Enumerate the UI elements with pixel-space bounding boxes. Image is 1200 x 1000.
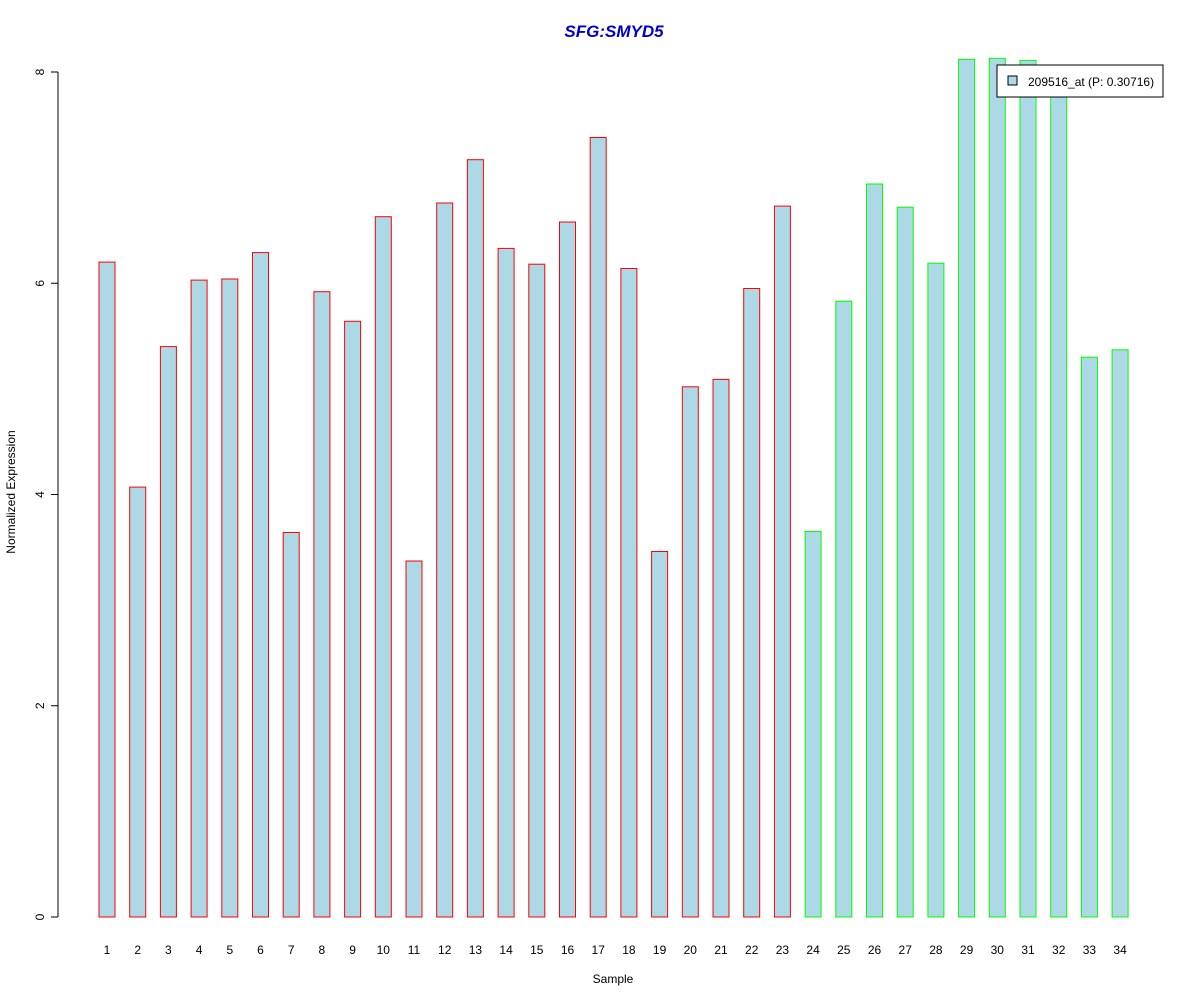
bar-sample-29 <box>958 58 976 918</box>
bar-sample-2 <box>129 486 147 918</box>
bar-sample-5 <box>221 278 239 918</box>
x-tick-label: 25 <box>837 943 851 957</box>
bar-sample-1 <box>98 261 116 918</box>
y-axis-label: Normalized Expression <box>4 430 18 553</box>
x-tick-label: 2 <box>134 943 141 957</box>
bar-sample-25 <box>835 300 853 918</box>
x-tick-label: 9 <box>349 943 356 957</box>
y-axis: 0 2 4 6 8 <box>33 68 59 920</box>
bar-sample-9 <box>344 320 362 918</box>
x-tick-label: 6 <box>257 943 264 957</box>
x-tick-label: 26 <box>868 943 882 957</box>
x-tick-label: 24 <box>806 943 820 957</box>
bar-sample-31 <box>1019 59 1037 918</box>
bar-sample-15 <box>528 263 546 918</box>
x-tick-label: 19 <box>653 943 667 957</box>
x-tick-label: 34 <box>1113 943 1127 957</box>
y-tick-label: 8 <box>33 68 47 75</box>
bar-sample-16 <box>559 221 576 918</box>
x-tick-label: 22 <box>745 943 759 957</box>
legend-box <box>996 64 1164 98</box>
x-tick-label: 8 <box>319 943 326 957</box>
bar-sample-13 <box>466 159 484 918</box>
x-tick-label: 32 <box>1052 943 1066 957</box>
x-tick-label: 21 <box>714 943 728 957</box>
bar-sample-24 <box>804 531 822 918</box>
x-tick-label: 23 <box>776 943 790 957</box>
bar-sample-23 <box>773 205 791 918</box>
bar-sample-27 <box>896 206 914 918</box>
y-tick-label: 6 <box>33 280 47 287</box>
bar-sample-33 <box>1080 356 1098 918</box>
x-tick-label: 1 <box>104 943 111 957</box>
bar-sample-14 <box>497 247 515 918</box>
x-axis-label: Sample <box>593 972 634 986</box>
bar-sample-19 <box>651 551 669 918</box>
x-tick-label: 10 <box>377 943 391 957</box>
bar-sample-8 <box>313 291 331 918</box>
bar-sample-11 <box>405 560 423 918</box>
y-tick-label: 4 <box>33 491 47 498</box>
x-tick-labels: 1 2 3 4 5 6 7 8 9 10 11 12 13 14 15 16 17 18 19 20 21 22 23 24 2… <box>104 943 1127 957</box>
x-tick-label: 20 <box>684 943 698 957</box>
x-tick-label: 17 <box>592 943 606 957</box>
bar-sample-20 <box>681 386 699 918</box>
bar-sample-12 <box>436 202 454 918</box>
x-tick-label: 33 <box>1083 943 1097 957</box>
x-tick-label: 13 <box>469 943 483 957</box>
bar-sample-26 <box>866 183 883 918</box>
x-tick-label: 4 <box>196 943 203 957</box>
legend-label: 209516_at (P: 0.30716) <box>1028 75 1154 89</box>
bar-sample-17 <box>589 137 607 918</box>
bar-sample-4 <box>190 279 208 918</box>
legend-swatch <box>1007 75 1018 86</box>
bar-sample-21 <box>712 378 730 918</box>
y-tick-label: 0 <box>33 913 47 920</box>
bar-sample-10 <box>374 216 392 918</box>
x-tick-label: 14 <box>499 943 513 957</box>
bar-sample-22 <box>743 288 761 918</box>
bar-sample-3 <box>159 346 177 918</box>
x-tick-label: 7 <box>288 943 295 957</box>
x-tick-label: 15 <box>530 943 544 957</box>
bar-sample-34 <box>1111 349 1129 918</box>
x-tick-label: 18 <box>622 943 636 957</box>
bar-sample-18 <box>620 268 638 918</box>
bar-sample-6 <box>252 252 269 918</box>
x-tick-label: 29 <box>960 943 974 957</box>
bar-sample-7 <box>282 532 300 918</box>
bar-sample-28 <box>927 262 945 918</box>
bar-sample-30 <box>988 57 1006 918</box>
y-tick-label: 2 <box>33 702 47 709</box>
x-tick-label: 27 <box>899 943 913 957</box>
bars-group <box>98 57 1129 918</box>
bar-sample-32 <box>1050 80 1068 918</box>
x-tick-label: 3 <box>165 943 172 957</box>
legend: 209516_at (P: 0.30716) <box>996 64 1164 98</box>
x-tick-label: 5 <box>226 943 233 957</box>
x-tick-label: 31 <box>1021 943 1035 957</box>
x-tick-label: 30 <box>991 943 1005 957</box>
x-tick-label: 11 <box>408 943 421 957</box>
x-tick-label: 16 <box>561 943 575 957</box>
chart-title: SFG:SMYD5 <box>564 22 664 41</box>
x-tick-label: 12 <box>438 943 452 957</box>
x-tick-label: 28 <box>929 943 943 957</box>
